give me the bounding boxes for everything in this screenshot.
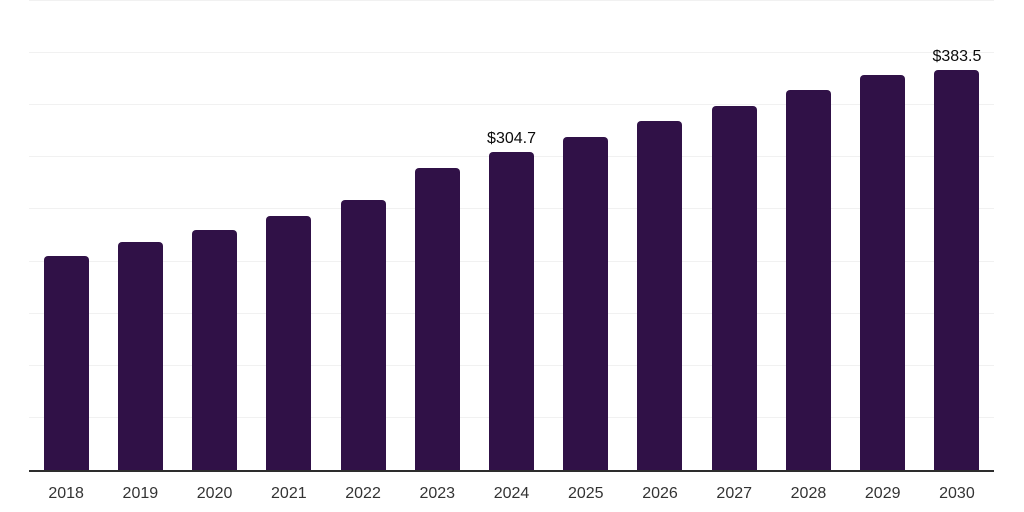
bar-2020 [192,229,238,470]
bar-slot-2019 [103,1,177,470]
gridline-350 [29,104,994,106]
value-label-2024: $304.7 [487,130,536,148]
x-tick-2027: 2027 [716,485,753,502]
bar-2019 [117,242,163,470]
x-tick-2026: 2026 [642,485,678,502]
bar-slot-2027 [697,1,771,470]
x-tick-2022: 2022 [345,485,381,502]
bar-2029 [860,75,906,470]
bar-2025 [563,136,609,470]
bar-2018 [43,255,89,470]
bar-slot-2018 [29,1,103,470]
bar-2028 [785,89,831,470]
plot-area: $304.7 $383.5 [29,0,994,472]
x-tick-2018: 2018 [48,485,84,502]
bars-row: $304.7 $383.5 [29,1,994,470]
bar-2027 [711,105,757,470]
gridline-450 [29,0,994,1]
bar-slot-2026 [623,1,697,470]
x-tick-2025: 2025 [567,485,604,502]
bar-2024 [489,152,535,470]
x-tick-2028: 2028 [790,485,827,502]
bar-2026 [637,121,683,470]
bar-slot-2021 [252,1,326,470]
bar-slot-2024: $304.7 [474,1,548,470]
gridline-400 [29,52,994,54]
bar-slot-2022 [326,1,400,470]
bar-slot-2030: $383.5 [920,1,994,470]
x-tick-2023: 2023 [419,485,456,502]
bar-slot-2023 [400,1,474,470]
bar-2023 [414,167,460,470]
bar-slot-2028 [771,1,845,470]
bar-slot-2020 [177,1,251,470]
bar-2030 [934,70,980,470]
bar-2021 [266,215,312,470]
x-tick-2030: 2030 [939,485,975,502]
x-tick-2024: 2024 [493,485,530,502]
bar-slot-2025 [549,1,623,470]
bar-2022 [340,200,386,470]
x-axis-labels: 2018 2019 2020 2021 2022 2023 2024 2025 2026 2027… [29,485,994,503]
x-tick-2019: 2019 [122,485,159,502]
value-label-2030: $383.5 [932,48,982,66]
x-tick-2020: 2020 [196,485,233,502]
x-tick-2021: 2021 [271,485,307,502]
bar-slot-2029 [846,1,920,470]
x-tick-2029: 2029 [864,485,901,502]
